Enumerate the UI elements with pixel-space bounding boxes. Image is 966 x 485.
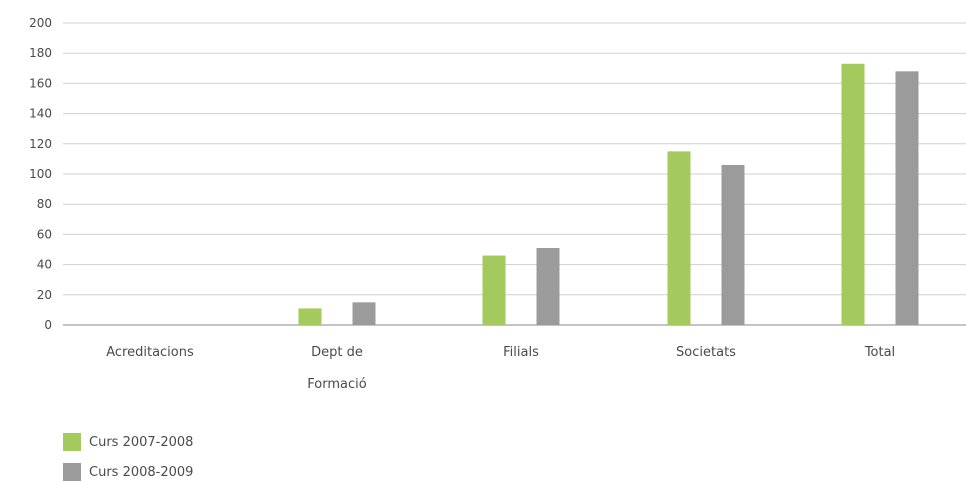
y-tick-label: 160	[29, 76, 52, 90]
y-tick-label: 80	[37, 197, 52, 211]
x-tick-label: Acreditacions	[106, 345, 194, 360]
bar	[895, 71, 919, 325]
x-tick-label: Formació	[307, 377, 366, 392]
x-axis-labels: Acreditacions Dept de Formació Filials Socie…	[106, 345, 895, 392]
bar	[352, 302, 376, 325]
legend: Curs 2007-2008 Curs 2008-2009	[63, 433, 193, 481]
bar	[536, 247, 560, 325]
y-tick-label: 100	[29, 167, 52, 181]
y-tick-label: 180	[29, 46, 52, 60]
legend-label: Curs 2008-2009	[89, 465, 193, 480]
bar	[841, 63, 865, 326]
grid	[63, 22, 966, 326]
y-tick-label: 200	[29, 16, 52, 30]
bar	[667, 151, 691, 325]
x-tick-label: Societats	[676, 345, 736, 360]
y-tick-label: 40	[37, 258, 52, 272]
y-axis-ticks: 0 20 40 60 80 100 120 140 160 180 200	[29, 16, 52, 332]
y-tick-label: 140	[29, 107, 52, 121]
legend-label: Curs 2007-2008	[89, 435, 193, 450]
legend-swatch	[63, 463, 81, 481]
y-tick-label: 60	[37, 227, 52, 241]
bar	[298, 308, 322, 325]
y-tick-label: 20	[37, 288, 52, 302]
x-tick-label: Dept de	[311, 345, 363, 360]
y-tick-label: 0	[44, 318, 52, 332]
legend-swatch	[63, 433, 81, 451]
bar	[482, 255, 506, 325]
bars	[298, 63, 919, 326]
x-tick-label: Total	[864, 345, 895, 360]
y-tick-label: 120	[29, 137, 52, 151]
bar	[721, 164, 745, 325]
x-tick-label: Filials	[503, 345, 539, 360]
